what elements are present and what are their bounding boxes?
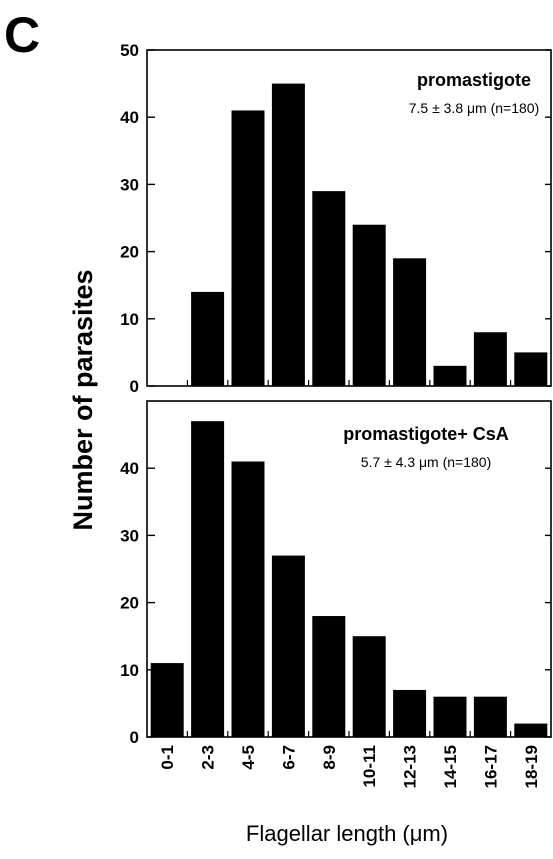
bar-12-13 — [393, 689, 427, 737]
x-category-label: 6-7 — [279, 745, 298, 770]
bar-4-5 — [231, 110, 265, 386]
y-tick-label: 30 — [120, 175, 139, 194]
y-tick-label: 10 — [120, 661, 139, 680]
bar-12-13 — [393, 258, 427, 386]
y-tick-label: 30 — [120, 526, 139, 545]
y-tick-label: 50 — [120, 41, 139, 60]
y-tick-label: 0 — [130, 728, 139, 747]
y-tick-label: 10 — [120, 310, 139, 329]
bar-18-19 — [514, 352, 548, 386]
chart-subtitle: 5.7 ± 4.3 μm (n=180) — [361, 454, 492, 470]
y-tick-label: 40 — [120, 108, 139, 127]
bar-14-15 — [433, 365, 467, 386]
y-axis-label: Number of parasites — [68, 269, 98, 530]
bar-10-11 — [352, 636, 386, 737]
bar-2-3 — [191, 421, 225, 737]
bar-8-9 — [312, 616, 346, 737]
chart-title: promastigote — [417, 70, 531, 90]
x-category-label: 18-19 — [522, 745, 541, 788]
chart-top-promastigote: 0 10 20 30 40 50 promastigote 7.5 ± 3.8 μm (n=1… — [120, 41, 552, 396]
x-category-label: 2-3 — [199, 745, 218, 770]
panel-label: C — [4, 7, 40, 63]
y-tick-label: 20 — [120, 243, 139, 262]
bar-10-11 — [352, 224, 386, 386]
x-category-label: 16-17 — [481, 745, 500, 788]
x-category-label: 4-5 — [239, 745, 258, 770]
x-category-label: 0-1 — [158, 745, 177, 770]
bar-16-17 — [473, 332, 507, 386]
bar-18-19 — [514, 723, 548, 737]
bar-6-7 — [271, 83, 305, 386]
x-category-label: 8-9 — [320, 745, 339, 770]
bar-4-5 — [231, 461, 265, 737]
chart-subtitle: 7.5 ± 3.8 μm (n=180) — [409, 100, 540, 116]
x-category-label: 14-15 — [441, 745, 460, 788]
bar-0-1 — [150, 663, 184, 737]
y-tick-label: 20 — [120, 594, 139, 613]
bar-2-3 — [191, 291, 225, 386]
bar-16-17 — [473, 696, 507, 737]
chart-bottom-promastigote-csa: 0 10 20 30 40 promastigote+ CsA 5.7 ± 4.3 μm (… — [120, 400, 552, 747]
x-category-label: 12-13 — [401, 745, 420, 788]
chart-title: promastigote+ CsA — [343, 424, 509, 444]
y-tick-label: 0 — [130, 377, 139, 396]
y-tick-label: 40 — [120, 459, 139, 478]
bar-6-7 — [271, 555, 305, 737]
x-axis-label: Flagellar length (μm) — [246, 821, 448, 846]
bar-8-9 — [312, 191, 346, 386]
x-category-label: 10-11 — [360, 745, 379, 788]
bar-14-15 — [433, 696, 467, 737]
x-tick-labels: 0-1 2-3 4-5 6-7 8-9 10-11 12-13 14-15 16-17 18-19 — [158, 745, 541, 788]
